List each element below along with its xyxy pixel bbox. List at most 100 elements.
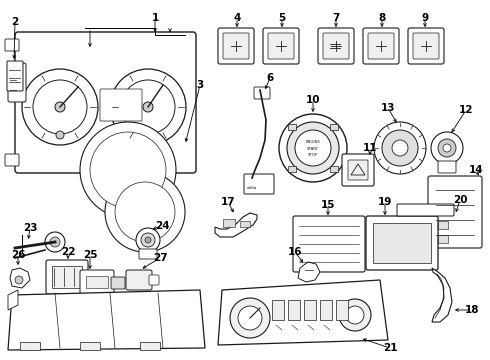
Circle shape xyxy=(295,130,331,166)
FancyBboxPatch shape xyxy=(46,260,88,294)
FancyBboxPatch shape xyxy=(413,33,439,59)
FancyBboxPatch shape xyxy=(408,28,444,64)
FancyBboxPatch shape xyxy=(263,28,299,64)
Text: 2: 2 xyxy=(11,17,19,27)
Text: delta: delta xyxy=(247,186,257,190)
Bar xyxy=(240,221,250,227)
FancyBboxPatch shape xyxy=(8,63,26,102)
Bar xyxy=(52,266,82,288)
Circle shape xyxy=(80,122,176,218)
Text: 18: 18 xyxy=(465,305,479,315)
Circle shape xyxy=(105,172,185,252)
Bar xyxy=(304,300,316,320)
Circle shape xyxy=(55,102,65,112)
Text: 13: 13 xyxy=(381,103,395,113)
Circle shape xyxy=(50,237,60,247)
Circle shape xyxy=(374,122,426,174)
Circle shape xyxy=(110,69,186,145)
Polygon shape xyxy=(432,268,452,322)
Bar xyxy=(438,207,448,215)
Circle shape xyxy=(33,80,87,134)
Polygon shape xyxy=(215,213,257,237)
Polygon shape xyxy=(8,290,18,310)
FancyBboxPatch shape xyxy=(218,28,254,64)
Bar xyxy=(288,166,296,172)
Circle shape xyxy=(121,80,175,134)
Text: 16: 16 xyxy=(288,247,302,257)
Circle shape xyxy=(15,276,23,284)
Text: 24: 24 xyxy=(155,221,170,231)
FancyBboxPatch shape xyxy=(111,277,125,289)
Circle shape xyxy=(145,237,151,243)
FancyBboxPatch shape xyxy=(397,204,454,216)
FancyBboxPatch shape xyxy=(428,176,482,248)
Circle shape xyxy=(431,132,463,164)
Text: 1: 1 xyxy=(151,13,159,23)
FancyBboxPatch shape xyxy=(366,216,438,270)
Text: 8: 8 xyxy=(378,13,386,23)
Circle shape xyxy=(346,306,364,324)
Circle shape xyxy=(279,114,347,182)
Circle shape xyxy=(392,140,408,156)
Text: 23: 23 xyxy=(23,223,37,233)
Circle shape xyxy=(438,139,456,157)
FancyBboxPatch shape xyxy=(348,160,368,180)
FancyBboxPatch shape xyxy=(139,249,157,259)
Text: 4: 4 xyxy=(233,13,241,23)
Text: 20: 20 xyxy=(453,195,467,205)
Text: 5: 5 xyxy=(278,13,286,23)
Circle shape xyxy=(45,232,65,252)
Circle shape xyxy=(230,298,270,338)
Text: 27: 27 xyxy=(153,253,167,263)
Bar xyxy=(272,300,284,320)
FancyBboxPatch shape xyxy=(223,33,249,59)
Circle shape xyxy=(339,299,371,331)
Bar xyxy=(320,300,332,320)
FancyBboxPatch shape xyxy=(438,161,456,173)
Text: 19: 19 xyxy=(378,197,392,207)
Text: 22: 22 xyxy=(61,247,75,257)
Text: 15: 15 xyxy=(321,200,335,210)
Circle shape xyxy=(56,131,64,139)
Text: 14: 14 xyxy=(469,165,483,175)
Text: 6: 6 xyxy=(267,73,273,83)
Circle shape xyxy=(90,132,166,208)
FancyBboxPatch shape xyxy=(5,154,19,166)
Bar xyxy=(438,235,448,243)
FancyBboxPatch shape xyxy=(363,28,399,64)
Text: 26: 26 xyxy=(11,250,25,260)
Text: ENGINE: ENGINE xyxy=(305,140,320,144)
Text: STOP: STOP xyxy=(308,153,318,157)
FancyBboxPatch shape xyxy=(254,87,270,99)
FancyBboxPatch shape xyxy=(268,33,294,59)
Circle shape xyxy=(141,233,155,247)
Polygon shape xyxy=(218,280,388,345)
Bar xyxy=(336,300,348,320)
FancyBboxPatch shape xyxy=(5,39,19,51)
Bar xyxy=(288,124,296,130)
Bar xyxy=(140,342,160,350)
Text: 7: 7 xyxy=(332,13,340,23)
FancyBboxPatch shape xyxy=(342,154,374,186)
Text: 11: 11 xyxy=(363,143,377,153)
Circle shape xyxy=(382,130,418,166)
FancyBboxPatch shape xyxy=(149,275,159,285)
Bar xyxy=(288,300,300,320)
Text: 3: 3 xyxy=(196,80,204,90)
Text: 9: 9 xyxy=(421,13,429,23)
Polygon shape xyxy=(10,268,30,288)
Text: 21: 21 xyxy=(383,343,397,353)
Bar xyxy=(86,276,108,288)
Bar xyxy=(223,219,235,227)
FancyBboxPatch shape xyxy=(15,32,196,173)
Text: 17: 17 xyxy=(220,197,235,207)
Circle shape xyxy=(287,122,339,174)
FancyBboxPatch shape xyxy=(80,270,114,294)
Circle shape xyxy=(115,182,175,242)
Text: 10: 10 xyxy=(306,95,320,105)
Circle shape xyxy=(136,228,160,252)
Text: START: START xyxy=(307,147,319,151)
FancyBboxPatch shape xyxy=(318,28,354,64)
Polygon shape xyxy=(8,290,205,350)
FancyBboxPatch shape xyxy=(126,270,152,290)
